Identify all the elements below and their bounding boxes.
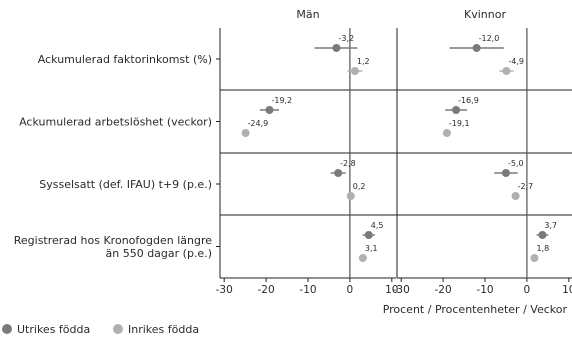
data-point: [364, 231, 373, 239]
data-point: [265, 106, 274, 114]
x-tick-label: 10: [385, 284, 398, 296]
row-label: Ackumulerad arbetslöshet (veckor): [19, 116, 212, 129]
data-point: [501, 169, 510, 177]
data-label: -24,9: [248, 119, 269, 128]
data-point: [472, 44, 481, 52]
data-point: [511, 192, 520, 200]
data-point: [241, 129, 250, 137]
data-label: -3,2: [338, 34, 354, 43]
data-label: 3,1: [365, 244, 378, 253]
x-tick-label: -10: [476, 284, 493, 296]
data-point: [502, 67, 511, 75]
row-label: Sysselsatt (def. IFAU) t+9 (p.e.): [39, 178, 212, 191]
x-tick-label: 0: [524, 284, 531, 296]
x-tick-label: -10: [299, 284, 316, 296]
data-label: 3,7: [544, 221, 557, 230]
data-point: [346, 192, 355, 200]
data-point: [538, 231, 547, 239]
x-tick-label: -20: [258, 284, 275, 296]
x-tick-label: 0: [347, 284, 354, 296]
data-label: -12,0: [479, 34, 500, 43]
data-point: [530, 254, 539, 262]
data-point: [350, 67, 359, 75]
data-label: 4,5: [371, 221, 384, 230]
data-label: -5,0: [508, 159, 524, 168]
x-tick-label: 10: [562, 284, 572, 296]
row-label: än 550 dagar (p.e.): [106, 247, 213, 260]
data-label: -2,7: [518, 182, 534, 191]
legend-label: Utrikes födda: [17, 323, 90, 336]
data-point: [334, 169, 343, 177]
legend-marker: [113, 324, 123, 334]
panel-title-kvinnor: Kvinnor: [464, 8, 506, 21]
data-point: [332, 44, 341, 52]
data-label: -19,1: [449, 119, 470, 128]
data-label: -4,9: [508, 57, 524, 66]
panel-title-man: Män: [296, 8, 319, 21]
legend-marker: [2, 324, 12, 334]
data-label: 1,8: [536, 244, 549, 253]
data-point: [358, 254, 367, 262]
x-axis-title: Procent / Procentenheter / Veckor: [383, 303, 568, 316]
data-label: 0,2: [353, 182, 366, 191]
data-label: -19,2: [271, 96, 292, 105]
data-point: [452, 106, 461, 114]
data-label: -16,9: [458, 96, 479, 105]
data-point: [442, 129, 451, 137]
data-label: -2,8: [340, 159, 356, 168]
row-label: Registrerad hos Kronofogden längre: [14, 234, 212, 247]
legend-label: Inrikes födda: [128, 323, 199, 336]
row-label: Ackumulerad faktorinkomst (%): [38, 53, 212, 66]
x-tick-label: -20: [435, 284, 452, 296]
x-tick-label: -30: [393, 284, 410, 296]
data-label: 1,2: [357, 57, 370, 66]
x-tick-label: -30: [216, 284, 233, 296]
